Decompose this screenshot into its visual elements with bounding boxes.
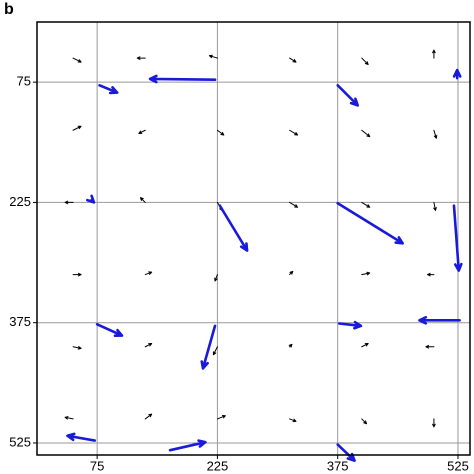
- arrow: [64, 200, 74, 205]
- arrow: [289, 57, 297, 63]
- y-tick-label: 75: [17, 74, 31, 89]
- y-tick-label: 225: [9, 194, 31, 209]
- arrow: [64, 416, 74, 420]
- arrow: [72, 125, 82, 131]
- arrow: [214, 274, 218, 282]
- arrow: [433, 129, 438, 139]
- arrow: [139, 197, 146, 203]
- arrow: [432, 49, 436, 59]
- arrow: [452, 68, 462, 80]
- arrow: [66, 432, 97, 442]
- arrow: [289, 129, 299, 136]
- arrow: [216, 415, 226, 420]
- x-tick-label: 375: [327, 458, 349, 473]
- y-tick-label: 525: [9, 434, 31, 449]
- arrow: [72, 57, 82, 63]
- arrow: [418, 315, 461, 325]
- arrow: [136, 56, 146, 60]
- arrow: [208, 54, 218, 59]
- arrow: [95, 322, 124, 338]
- y-tick-label: 375: [9, 314, 31, 329]
- arrow: [289, 270, 294, 276]
- arrow: [425, 344, 435, 349]
- arrow: [200, 324, 217, 370]
- arrow: [289, 418, 297, 423]
- arrow: [361, 418, 368, 425]
- arrow: [212, 346, 218, 356]
- arrow: [432, 418, 436, 428]
- plot-background: [37, 22, 470, 455]
- plot-frame: [36, 21, 471, 456]
- arrow: [218, 204, 249, 252]
- arrow: [336, 443, 356, 462]
- arrow: [144, 343, 153, 348]
- arrow: [144, 413, 153, 420]
- x-tick-label: 525: [447, 458, 469, 473]
- arrow: [452, 204, 463, 272]
- arrow: [98, 84, 119, 95]
- arrow: [337, 320, 363, 330]
- x-tick-label: 75: [90, 458, 104, 473]
- arrow: [361, 271, 371, 276]
- arrow: [336, 84, 360, 107]
- arrow: [168, 439, 207, 452]
- arrow: [216, 129, 225, 136]
- arrow: [427, 272, 435, 277]
- arrow: [148, 74, 217, 84]
- arrow: [72, 272, 82, 277]
- arrow: [361, 343, 369, 348]
- arrow: [289, 201, 299, 208]
- arrow: [361, 129, 371, 138]
- arrow: [144, 271, 153, 276]
- x-tick-label: 225: [207, 458, 229, 473]
- arrow: [336, 201, 404, 245]
- arrow: [361, 57, 369, 65]
- arrow: [433, 201, 437, 211]
- panel-label: b: [4, 1, 14, 18]
- arrow: [361, 201, 371, 208]
- arrow: [138, 129, 146, 134]
- arrow: [288, 343, 293, 348]
- arrow: [72, 346, 82, 350]
- arrow: [86, 194, 96, 204]
